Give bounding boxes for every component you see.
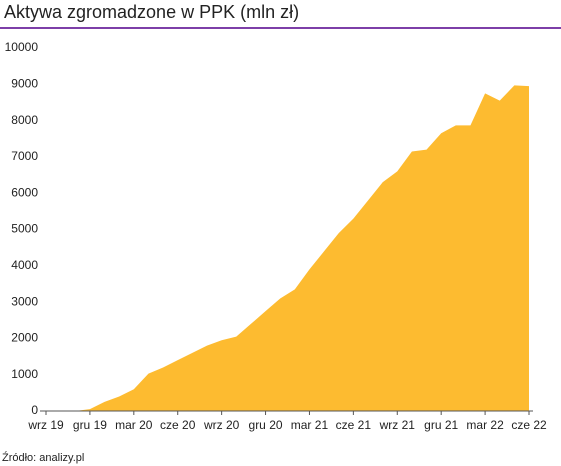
x-tick-label: cze 20	[160, 418, 196, 432]
area	[46, 85, 529, 411]
y-tick-label: 5000	[11, 222, 38, 236]
x-tick-label: gru 20	[249, 418, 283, 432]
y-tick-label: 9000	[11, 76, 38, 90]
x-tick-label: mar 22	[466, 418, 504, 432]
chart-title: Aktywa zgromadzone w PPK (mln zł)	[4, 2, 299, 22]
x-tick-label: cze 21	[336, 418, 372, 432]
y-tick-label: 2000	[11, 331, 38, 345]
y-tick-label: 4000	[11, 258, 38, 272]
y-tick-label: 3000	[11, 294, 38, 308]
x-tick-label: mar 21	[291, 418, 329, 432]
x-tick-label: gru 19	[73, 418, 107, 432]
x-tick-label: wrz 19	[27, 418, 64, 432]
x-tick-label: wrz 21	[379, 418, 416, 432]
y-tick-label: 1000	[11, 367, 38, 381]
x-tick-label: wrz 20	[203, 418, 240, 432]
y-tick-label: 10000	[5, 40, 39, 54]
y-tick-label: 7000	[11, 149, 38, 163]
y-tick-label: 8000	[11, 113, 38, 127]
x-tick-label: cze 22	[511, 418, 547, 432]
source: Źródło: analizy.pl	[2, 451, 84, 464]
x-tick-label: mar 20	[115, 418, 153, 432]
x-tick-label: gru 21	[424, 418, 458, 432]
y-tick-label: 0	[31, 403, 38, 417]
y-tick-label: 6000	[11, 185, 38, 199]
